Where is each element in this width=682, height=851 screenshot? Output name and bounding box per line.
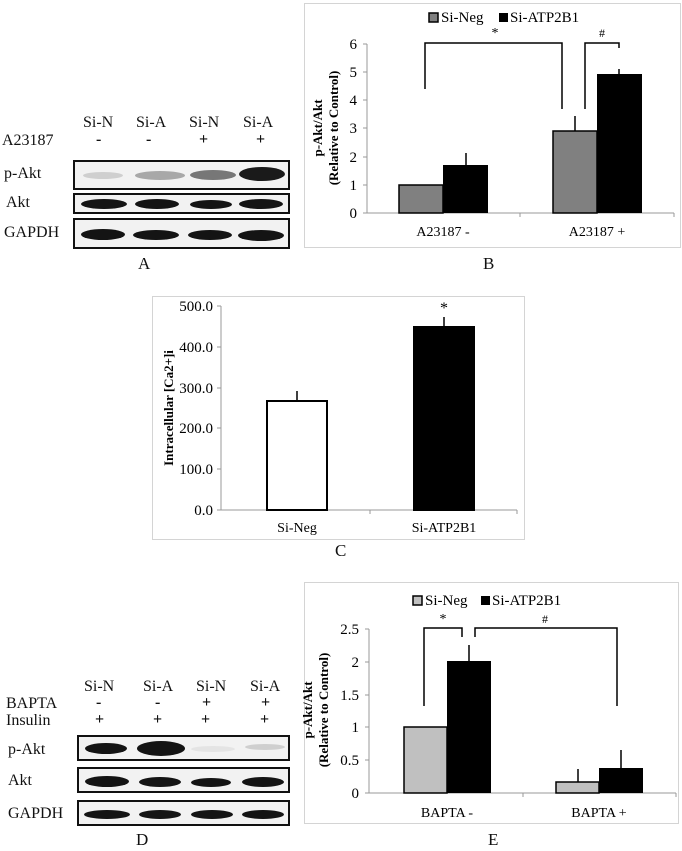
significance-star: * (492, 26, 499, 41)
treatment-sign: + (261, 694, 271, 711)
bar-si-neg-bapta-plus (555, 781, 600, 794)
significance-hash: # (599, 26, 605, 40)
legend-swatch-si-atp2b1 (499, 13, 508, 22)
y-axis-label: p-Akt/Akt (310, 99, 325, 157)
blot-row-label: p-Akt (8, 741, 46, 758)
blot-gapdh (73, 218, 290, 249)
y-tick: 1 (350, 178, 358, 194)
y-tick: 1.5 (340, 688, 359, 704)
legend-swatch-si-neg (428, 12, 439, 23)
treatment-label: BAPTA (6, 695, 58, 712)
lane-label: Si-N (189, 114, 220, 131)
x-category: A23187 - (416, 225, 470, 240)
treatment-sign: + (202, 694, 212, 711)
legend-si-neg: Si-Neg (425, 593, 468, 609)
significance-star: * (440, 300, 448, 317)
bar-si-atp2b1-a23187-minus (443, 165, 488, 213)
legend-si-atp2b1: Si-ATP2B1 (510, 10, 579, 26)
y-tick: 0 (350, 206, 358, 222)
y-tick: 2.5 (340, 622, 359, 638)
treatment-sign: - (155, 694, 161, 711)
y-tick: 4 (350, 93, 358, 109)
x-category: Si-Neg (277, 521, 317, 536)
x-category: A23187 + (569, 225, 626, 240)
y-tick: 300.0 (179, 381, 213, 397)
y-tick: 0.5 (340, 753, 359, 769)
y-tick: 6 (350, 37, 358, 53)
treatment-sign: - (96, 694, 102, 711)
y-tick: 2 (350, 150, 358, 166)
treatment-sign: + (153, 711, 163, 728)
y-tick: 5 (350, 65, 358, 81)
legend-swatch-si-atp2b1 (481, 596, 490, 605)
treatment-sign: - (96, 131, 102, 148)
significance-hash: # (542, 612, 548, 626)
blot-row-label: p-Akt (4, 165, 42, 182)
treatment-sign: + (95, 711, 105, 728)
blot-row-label: GAPDH (4, 224, 60, 241)
y-tick: 1 (352, 720, 360, 736)
blot-p-akt (77, 735, 290, 761)
y-tick: 500.0 (179, 299, 213, 315)
y-axis-label: (Relative to Control) (316, 653, 331, 768)
treatment-sign: + (256, 131, 266, 148)
x-category: Si-ATP2B1 (412, 521, 477, 536)
bar-si-atp2b1-a23187-plus (597, 74, 642, 213)
y-axis-label: (Relative to Control) (326, 71, 341, 186)
y-tick: 3 (350, 121, 358, 137)
panel-letter: C (335, 541, 347, 560)
blot-gapdh (77, 800, 290, 826)
bar-si-neg (266, 400, 328, 511)
legend-swatch-si-neg (412, 595, 423, 606)
panel-letter: D (136, 830, 149, 849)
x-category: BAPTA + (571, 806, 627, 821)
panel-letter: A (138, 254, 151, 273)
x-category: BAPTA - (421, 806, 474, 821)
lane-label: Si-A (143, 678, 174, 695)
y-tick: 200.0 (179, 421, 213, 437)
lane-label: Si-N (196, 678, 227, 695)
treatment-sign: + (201, 711, 211, 728)
y-tick: 2 (352, 655, 360, 671)
lane-label: Si-N (83, 114, 114, 131)
bar-si-neg-a23187-minus (398, 184, 444, 214)
y-tick: 0.0 (194, 503, 213, 519)
treatment-label: A23187 (2, 132, 54, 149)
legend-si-neg: Si-Neg (441, 10, 484, 26)
bar-si-neg-bapta-minus (403, 726, 448, 794)
y-axis-label: Intracellular [Ca2+]i (161, 350, 176, 466)
treatment-sign: + (199, 131, 209, 148)
blot-akt (73, 193, 290, 214)
blot-akt (77, 767, 290, 793)
lane-label: Si-N (84, 678, 115, 695)
lane-label: Si-A (250, 678, 281, 695)
bar-si-neg-a23187-plus (552, 130, 598, 214)
blot-p-akt (73, 160, 290, 190)
blot-row-label: Akt (8, 772, 32, 789)
treatment-sign: - (146, 131, 152, 148)
y-tick: 400.0 (179, 340, 213, 356)
treatment-sign: + (260, 711, 270, 728)
bar-si-atp2b1-bapta-minus (447, 661, 491, 793)
y-tick: 100.0 (179, 462, 213, 478)
treatment-label: Insulin (6, 712, 51, 729)
lane-label: Si-A (243, 114, 274, 131)
legend-si-atp2b1: Si-ATP2B1 (492, 593, 561, 609)
y-tick: 0 (352, 786, 360, 802)
blot-row-label: Akt (6, 194, 30, 211)
y-axis-label: p-Akt/Akt (300, 681, 315, 739)
bar-si-atp2b1 (413, 326, 475, 511)
lane-label: Si-A (136, 114, 167, 131)
significance-star: * (440, 612, 447, 627)
panel-letter: B (483, 254, 495, 273)
blot-row-label: GAPDH (8, 805, 64, 822)
panel-letter: E (488, 830, 499, 849)
bar-si-atp2b1-bapta-plus (599, 768, 643, 793)
